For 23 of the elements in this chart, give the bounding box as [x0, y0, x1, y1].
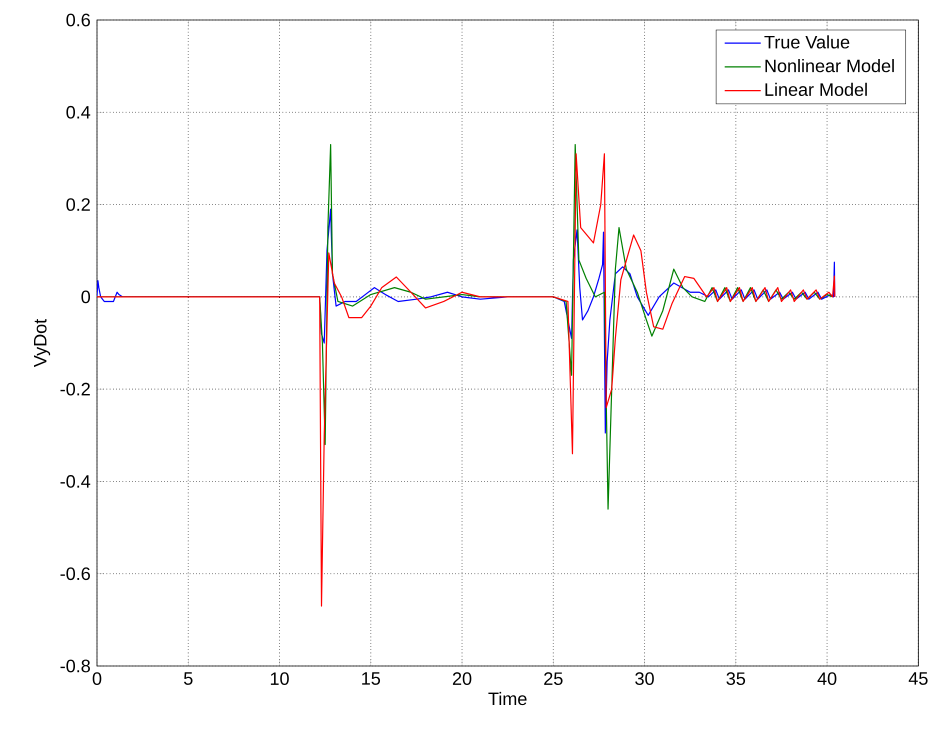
x-tick-label: 45 [908, 672, 928, 685]
x-tick-label: 25 [544, 672, 563, 685]
legend-label: Linear Model [766, 82, 867, 96]
x-tick-label: 20 [452, 672, 472, 685]
x-tick-label: 0 [92, 672, 102, 685]
x-tick-label: 35 [726, 672, 746, 685]
y-tick-label: -0.2 [60, 382, 90, 396]
y-tick-label: 0.2 [66, 198, 90, 211]
y-tick-label: -0.6 [60, 567, 90, 580]
x-tick-label: 10 [270, 672, 289, 685]
x-axis-title: Time [488, 692, 527, 706]
legend-label: True Value [764, 35, 850, 48]
y-tick-label: 0.4 [66, 106, 90, 119]
y-tick-label: -0.8 [60, 660, 90, 672]
x-tick-label: 40 [817, 672, 836, 685]
x-tick-label: 5 [184, 672, 193, 685]
y-tick-label: 0.6 [66, 14, 90, 26]
x-tick-label: 15 [362, 672, 380, 685]
y-tick-label: -0.4 [60, 475, 90, 488]
y-tick-label: 0 [81, 290, 90, 304]
x-tick-label: 30 [635, 672, 654, 685]
y-axis-title: VyDot [34, 318, 50, 368]
legend-label: Nonlinear Model [766, 59, 894, 72]
